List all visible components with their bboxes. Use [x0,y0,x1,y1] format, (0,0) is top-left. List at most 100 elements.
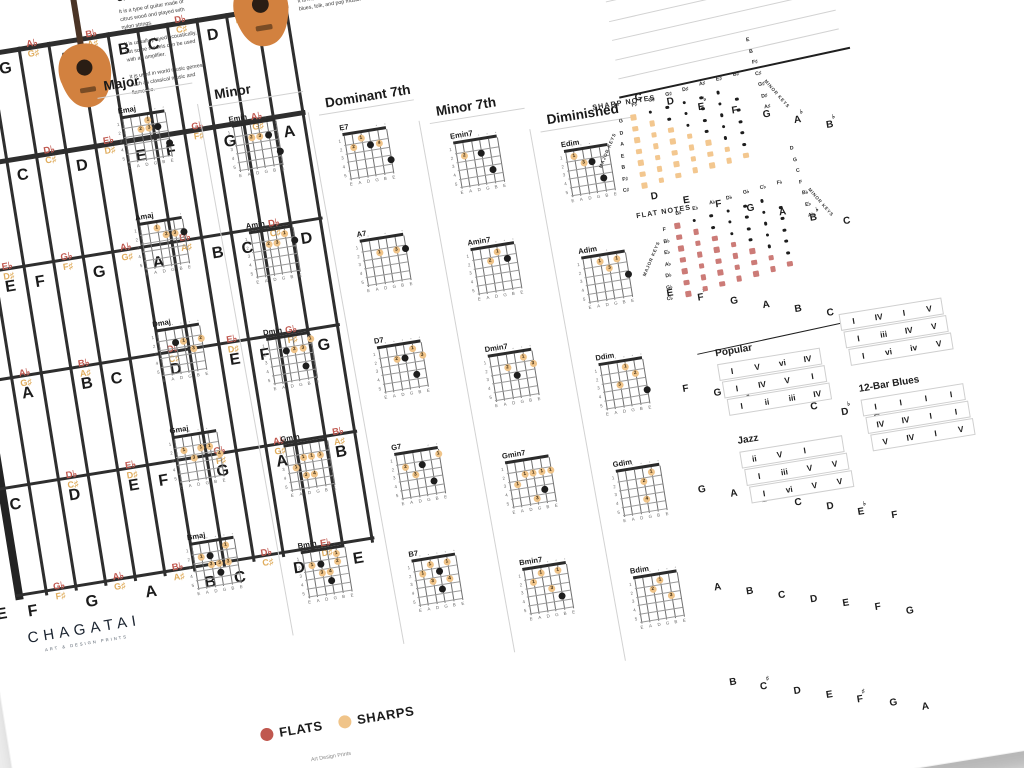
chord-fretboard: E ◦ A ◦ D G ◦ B E ◦ 1 2 3 4 5 1 3 [355,227,412,293]
sharp-notes-dot [667,117,671,121]
chord-string-name: G [153,160,158,166]
chord-name-label: B7 [407,548,419,559]
flat-notes-dot [763,221,768,226]
chord-fretboard: E A ◦ D ◦ G ◦ B ◦ E ◦ 1 2 3 4 5 1 2 3 [629,564,687,630]
chord-fret-line-3 [236,146,280,155]
flat-notes-square [698,262,705,270]
chord-diagram-A7: A7 E ◦ A ◦ D G ◦ B E ◦ 1 2 3 4 5 1 3 [354,227,415,293]
open-string-marker: ◦ [657,566,660,572]
sharp-notes-major-key: A [619,141,625,148]
sharp-notes-dot [742,142,747,147]
chord-fret-line-4 [400,483,444,492]
chord-fret-line-3 [620,491,664,500]
chord-diagram-Gmin7: Gmin7 E A D G B E 1 2 3 4 5 1 1 1 1 1 3 [499,448,560,515]
chord-fret-number: 4 [266,369,270,375]
progression-chord: I [953,406,958,417]
sharp-notes-major-key: E [620,152,625,160]
flat-notes-column-label: G♭ [742,189,750,197]
sharps-dot-icon [337,714,353,730]
sharp-note-label: D♯ [103,143,117,156]
progression-chord: I [757,470,762,481]
chord-fret-line-4 [161,359,205,368]
chord-fret-line-4 [365,270,410,278]
minor-key-chord-cell: F♯ [855,688,866,706]
progression-chord: I [856,332,861,343]
minor-key-chord-cell: B [728,676,738,689]
progression-chord: V [935,337,943,349]
progression-chord: I [873,400,878,412]
fretboard-accidental: B♭A♯ [171,561,186,583]
fretboard-accidental: B♭A♯ [77,357,91,378]
flat-notes-column-label: B♭ [674,210,683,217]
chord-string-name: B [324,487,329,493]
progression-chord: ii [763,395,770,407]
chord-fretboard: E ◦ A ◦ D G B E ◦ 1 2 3 4 5 1 2 3 [134,211,191,277]
chord-fret-number: 1 [594,368,598,375]
minor-key-chord-cell: D♭ [840,401,851,419]
chord-fret-number: 2 [630,590,634,596]
minor-key-chord-cell: B [745,585,755,598]
chord-fret-number: 3 [375,368,379,375]
flat-notes-major-axis-label: MAJOR KEYS [641,240,661,278]
fretboard-note: G [91,262,107,282]
chord-fret-number: 2 [246,245,250,251]
chord-string-name: G [426,496,431,503]
flat-notes-square [750,259,758,266]
chord-string-name: D [494,293,499,299]
minor-key-chord-cell: F [873,600,882,613]
progression-chord: I [923,392,928,403]
chord-fret-number: 2 [450,155,454,161]
chord-fret-number: 2 [297,565,302,571]
chord-string-name: E [494,402,499,409]
flat-notes-major-key: E♭ [663,249,671,257]
chord-string-name: E [366,287,371,294]
chord-fret-number: 4 [231,155,235,162]
sharp-notes-square [705,139,712,146]
chord-string-name: G [315,488,321,494]
fretboard-note: G [0,59,14,79]
fretboard-accidental: D♭C♯ [43,144,57,165]
chord-string-name: E [127,164,132,170]
flat-notes-dot [692,218,697,223]
chord-fret-number: 4 [411,590,415,596]
chord-string-name: B [435,495,439,501]
chord-string-name: G [596,193,601,200]
chord-string-name: E [682,617,687,623]
fretboard-accidental: G♭F♯ [52,580,67,602]
sharp-notes-square [708,162,716,169]
chord-string-name: E [502,182,507,189]
chord-fret-number: 2 [187,556,191,563]
chord-fret-line-3 [253,253,297,262]
chord-fret-number: 5 [139,262,143,268]
chord-string-name: D [324,596,329,602]
chord-fret-line-2 [234,138,279,146]
chord-string-name: E [460,189,464,195]
sharp-notes-column-label: A♯ [698,80,706,88]
minor-key-chord-cell: E♭ [856,501,867,518]
sharp-notes-minor-key: D♯ [760,92,768,100]
chord-string-name: B [563,610,567,616]
chord-fret-number: 1 [133,228,138,234]
flat-notes-square [673,222,681,229]
minor-key-chord-cell: F [730,104,739,117]
chord-fret-number: 5 [395,492,399,498]
chord-fret-number: 2 [561,164,565,170]
chord-fret-line-4 [528,598,572,607]
chord-string-name: D [657,621,661,628]
chord-fret-number: 5 [191,582,195,588]
sharp-notes-dot [740,131,745,135]
chord-fret-line-3 [177,457,221,466]
flat-notes-square [767,254,775,261]
sharp-note-label: A♯ [172,570,186,583]
chord-fretboard: E ◦ A D G B ◦ E ◦ 1 2 3 4 5 1 2 3 [390,441,447,507]
flat-notes-major-key: F [662,226,667,234]
chord-fret-number: 4 [632,607,637,613]
chord-fret-line-3 [415,581,460,590]
chord-string-name: G [222,586,227,593]
fretboard-accidental: G♭F♯ [60,251,75,273]
progression-title-jazz: Jazz [736,432,760,447]
fretboard-accidental: A♭G♯ [119,241,133,262]
sharp-notes-dot [704,129,709,134]
chord-diagram-Bmaj: Bmaj E A ◦ D ◦ G ◦ B ◦ E ◦ 1 2 3 4 5 1 1 3 3 3 [184,530,245,596]
